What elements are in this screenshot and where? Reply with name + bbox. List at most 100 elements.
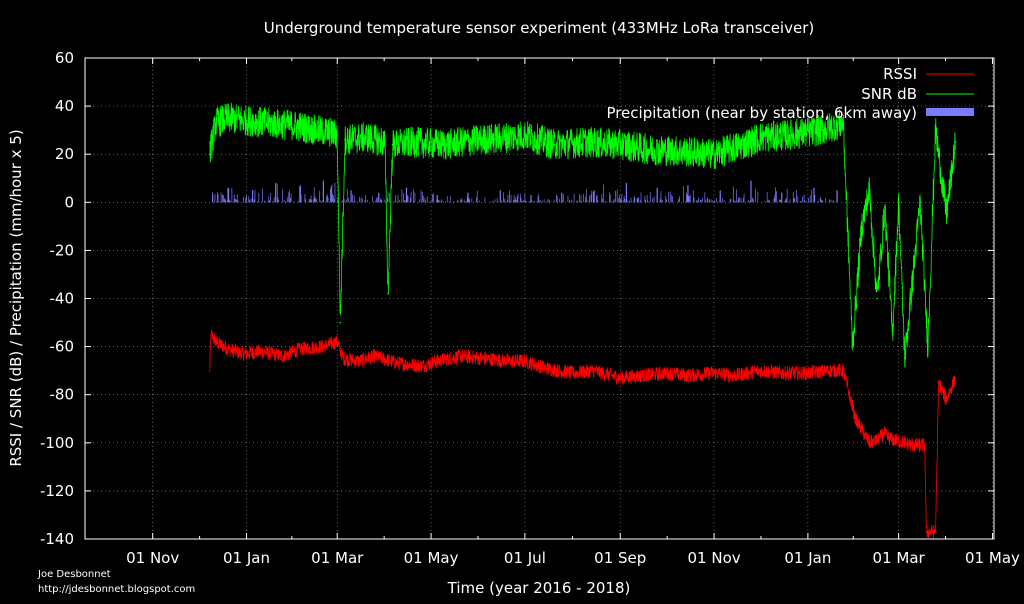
x-axis-ticks: 01 Nov 01 Jan 01 Mar 01 May 01 Jul 01 Sep 01 N… bbox=[126, 58, 1020, 567]
snr-point bbox=[387, 292, 389, 295]
rssi-point bbox=[954, 377, 957, 379]
rssi-point bbox=[911, 444, 914, 447]
y-tick-label: -20 bbox=[50, 241, 75, 259]
rssi-point bbox=[208, 369, 211, 372]
rssi-point bbox=[759, 369, 762, 372]
rssi-point bbox=[373, 355, 375, 358]
snr-point bbox=[713, 153, 715, 155]
rssi-point bbox=[927, 530, 929, 533]
rssi-point bbox=[945, 398, 948, 401]
snr-point bbox=[851, 345, 854, 348]
rssi-point bbox=[925, 530, 928, 533]
rssi-point bbox=[934, 530, 937, 533]
snr-point bbox=[585, 141, 588, 143]
x-tick-label: 01 Nov bbox=[688, 549, 741, 567]
snr-line bbox=[209, 102, 956, 368]
rssi-point bbox=[883, 432, 886, 434]
snr-point bbox=[891, 333, 894, 336]
rssi-point bbox=[780, 372, 783, 374]
x-tick-label: 01 Jan bbox=[784, 549, 831, 567]
snr-point bbox=[820, 129, 823, 131]
rssi-line bbox=[209, 329, 956, 539]
snr-point bbox=[919, 201, 921, 204]
snr-point bbox=[934, 129, 937, 131]
legend-label-snr: SNR dB bbox=[861, 85, 917, 103]
snr-point bbox=[524, 134, 526, 136]
rssi-point bbox=[484, 357, 486, 360]
y-tick-label: -40 bbox=[50, 290, 75, 308]
rssi-point bbox=[713, 372, 715, 374]
snr-point bbox=[927, 345, 929, 348]
rssi-point bbox=[571, 372, 574, 374]
snr-point bbox=[619, 143, 622, 146]
snr-point bbox=[553, 143, 555, 146]
rssi-point bbox=[210, 333, 212, 336]
x-tick-label: 01 May bbox=[965, 549, 1020, 567]
y-tick-label: 60 bbox=[55, 49, 74, 67]
y-tick-label: -120 bbox=[40, 482, 74, 500]
rssi-point bbox=[619, 377, 622, 379]
rssi-point bbox=[322, 345, 325, 348]
snr-point bbox=[444, 143, 446, 146]
snr-point bbox=[842, 122, 845, 124]
snr-point bbox=[391, 143, 394, 146]
rssi-point bbox=[836, 369, 838, 372]
rssi-point bbox=[807, 372, 809, 374]
snr-point bbox=[868, 189, 871, 192]
snr-point bbox=[788, 134, 791, 136]
snr-point bbox=[227, 117, 229, 119]
snr-point bbox=[954, 141, 957, 143]
rssi-point bbox=[342, 357, 345, 360]
rssi-point bbox=[828, 369, 831, 372]
x-tick-label: 01 Jan bbox=[223, 549, 270, 567]
x-tick-label: 01 Mar bbox=[873, 549, 926, 567]
snr-point bbox=[903, 357, 906, 360]
y-tick-label: 40 bbox=[55, 97, 74, 115]
y-tick-label: -100 bbox=[40, 434, 74, 452]
y-tick-label: -80 bbox=[50, 386, 75, 404]
snr-point bbox=[687, 150, 689, 153]
rssi-point bbox=[459, 355, 462, 358]
x-tick-label: 01 Sep bbox=[594, 549, 646, 567]
rssi-point bbox=[842, 369, 845, 372]
y-tick-label: -60 bbox=[50, 338, 75, 356]
snr-point bbox=[330, 131, 332, 134]
rssi-point bbox=[868, 442, 871, 444]
legend-label-precipitation: Precipitation (near by station, 6km away… bbox=[606, 104, 917, 122]
legend-swatch-precipitation bbox=[926, 108, 974, 116]
snr-point bbox=[759, 136, 762, 139]
y-axis-label: RSSI / SNR (dB) / Precipitation (mm/hour… bbox=[7, 129, 25, 466]
rssi-point bbox=[299, 348, 302, 350]
snr-point bbox=[860, 225, 863, 228]
rssi-point bbox=[336, 340, 339, 343]
rssi-point bbox=[397, 362, 400, 365]
rssi-point bbox=[923, 444, 926, 447]
x-tick-label: 01 May bbox=[404, 549, 459, 567]
rssi-point bbox=[640, 374, 643, 377]
snr-point bbox=[314, 129, 317, 131]
snr-point bbox=[897, 201, 900, 204]
chart-title: Underground temperature sensor experimen… bbox=[264, 19, 814, 37]
snr-point bbox=[477, 138, 480, 141]
rssi-point bbox=[242, 353, 245, 355]
rssi-point bbox=[593, 369, 595, 372]
snr-point bbox=[365, 136, 368, 139]
snr-point bbox=[245, 119, 248, 122]
y-tick-label: 20 bbox=[55, 145, 74, 163]
rssi-point bbox=[436, 360, 439, 362]
rssi-point bbox=[734, 374, 737, 377]
rssi-point bbox=[687, 374, 689, 377]
rssi-point bbox=[876, 439, 878, 442]
credit-author: Joe Desbonnet bbox=[37, 569, 111, 580]
snr-point bbox=[648, 148, 651, 151]
x-tick-label: 01 Jul bbox=[504, 549, 546, 567]
snr-point bbox=[267, 122, 269, 124]
snr-point bbox=[507, 136, 509, 139]
series-lines bbox=[208, 102, 957, 539]
snr-point bbox=[945, 213, 948, 216]
rssi-point bbox=[524, 360, 526, 362]
y-tick-label: -140 bbox=[40, 530, 74, 548]
snr-point bbox=[742, 143, 745, 146]
